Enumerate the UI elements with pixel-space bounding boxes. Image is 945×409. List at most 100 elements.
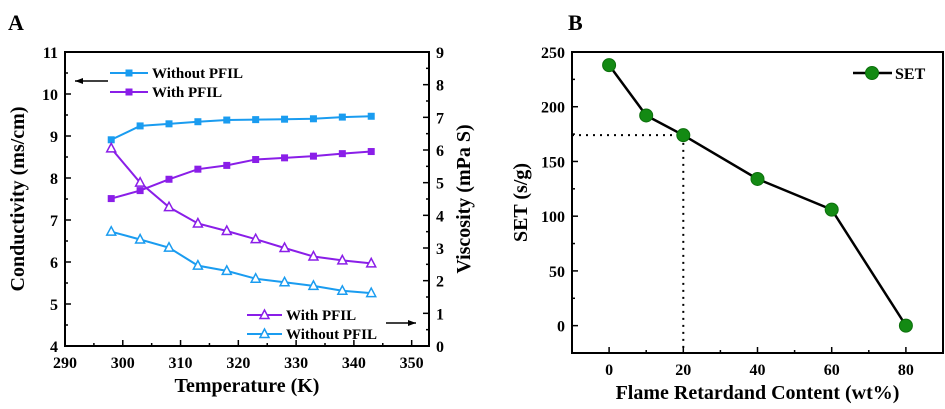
y2-tick-label-a: 9 — [436, 45, 444, 62]
data-point — [252, 116, 260, 124]
data-point — [309, 152, 317, 160]
legend-label-b: SET — [895, 66, 926, 83]
y-tick-label-a: 5 — [50, 297, 58, 314]
data-point — [252, 156, 260, 164]
data-point — [281, 154, 289, 162]
series-a-1 — [107, 148, 375, 203]
data-point — [221, 224, 233, 236]
legend-label-a: Without PFIL — [152, 66, 243, 82]
y2-tick-label-a: 1 — [436, 306, 444, 323]
data-point — [249, 232, 262, 244]
data-point — [367, 148, 375, 156]
data-point — [278, 275, 291, 287]
data-point — [163, 241, 175, 252]
data-point — [898, 318, 913, 333]
series-line — [110, 150, 372, 200]
y-tick-label-b: 150 — [541, 154, 565, 171]
data-point — [107, 136, 115, 144]
data-point — [136, 187, 144, 195]
reference-dotted-line — [572, 134, 685, 353]
x-tick-label-b: 40 — [750, 362, 766, 379]
y-axis-label-a: Conductivity (ms/cm) — [7, 107, 29, 292]
data-point — [165, 120, 173, 128]
y-tick-label-a: 7 — [50, 213, 58, 230]
data-point — [165, 175, 173, 183]
y-axis-label-b: SET (s/g) — [510, 163, 532, 242]
series-line — [110, 147, 372, 265]
x-tick-label-b: 0 — [605, 362, 613, 379]
x-tick-label-a: 310 — [169, 355, 193, 372]
legend-marker-a — [258, 308, 271, 320]
data-point — [365, 286, 377, 298]
y-tick-label-b: 0 — [557, 319, 565, 336]
x-tick-label-b: 60 — [824, 362, 840, 379]
x-tick-label-a: 330 — [284, 355, 308, 372]
y2-axis-label-a: Viscosity (mPa S) — [453, 124, 475, 273]
data-point — [336, 253, 349, 265]
legend-marker-a — [125, 88, 133, 96]
y2-tick-label-a: 4 — [436, 208, 444, 225]
data-point — [602, 58, 617, 73]
data-point — [338, 150, 346, 158]
plot-frame-b — [571, 51, 944, 354]
data-point — [307, 279, 320, 291]
y2-tick-label-a: 5 — [436, 176, 444, 193]
x-tick-label-b: 80 — [898, 362, 914, 379]
data-point — [134, 232, 146, 244]
legend-label-a: Without PFIL — [286, 327, 377, 343]
x-tick-label-a: 320 — [226, 355, 250, 372]
data-point — [281, 115, 289, 123]
legend-marker-b — [865, 66, 879, 80]
data-point — [223, 161, 231, 169]
legend-label-a: With PFIL — [152, 85, 222, 101]
series-line — [110, 230, 372, 295]
right-axis-arrow-head — [408, 320, 416, 326]
y-tick-label-a: 8 — [50, 171, 58, 188]
data-point — [223, 116, 231, 124]
y-tick-label-a: 4 — [50, 339, 58, 356]
data-point — [750, 171, 765, 186]
x-tick-label-a: 350 — [400, 355, 424, 372]
x-tick-label-a: 340 — [342, 355, 366, 372]
y-tick-label-a: 10 — [42, 87, 58, 104]
panel-label-b: B — [568, 10, 583, 35]
data-point — [136, 122, 144, 130]
data-point — [824, 202, 839, 217]
left-axis-arrow-head — [75, 78, 83, 84]
y-tick-label-b: 200 — [541, 100, 565, 117]
y2-tick-label-a: 7 — [436, 110, 444, 127]
data-point — [365, 256, 377, 268]
plot-frame-a — [64, 51, 430, 347]
data-point — [278, 241, 291, 253]
x-axis-label-b: Flame Retardand Content (wt%) — [616, 382, 900, 404]
series-a-3 — [105, 225, 377, 298]
y-tick-label-b: 50 — [549, 264, 565, 281]
x-axis-label-a: Temperature (K) — [175, 375, 320, 397]
data-point — [639, 108, 654, 123]
data-point — [249, 272, 262, 283]
legend-marker-a — [125, 69, 133, 77]
x-tick-label-a: 290 — [53, 355, 77, 372]
series-line — [110, 115, 372, 141]
y2-tick-label-a: 0 — [436, 339, 444, 356]
data-point — [192, 216, 204, 228]
legend-label-a: With PFIL — [286, 308, 356, 324]
y2-tick-label-a: 3 — [436, 241, 444, 258]
y2-tick-label-a: 6 — [436, 143, 444, 160]
x-tick-label-b: 20 — [675, 362, 691, 379]
y-tick-label-a: 11 — [43, 45, 58, 62]
data-point — [163, 200, 175, 212]
data-point — [105, 141, 117, 153]
series-a-0 — [107, 112, 375, 144]
series-line — [608, 64, 907, 327]
y2-tick-label-a: 8 — [436, 78, 444, 95]
y-tick-label-b: 250 — [541, 45, 565, 62]
data-point — [105, 225, 117, 236]
data-point — [676, 128, 691, 143]
data-point — [367, 112, 375, 120]
series-b-0 — [602, 58, 913, 333]
legend-marker-a — [258, 327, 271, 339]
y-tick-label-a: 6 — [50, 255, 58, 272]
y-tick-label-a: 9 — [50, 129, 58, 146]
data-point — [134, 176, 146, 187]
